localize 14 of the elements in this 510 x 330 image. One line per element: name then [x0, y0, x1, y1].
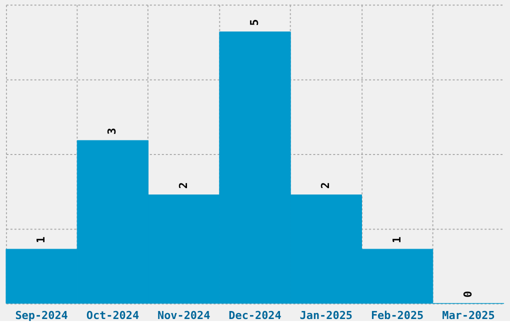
x-tick-label: Dec-2024 [228, 308, 282, 322]
data-label: 1 [390, 236, 404, 244]
x-tick-label: Feb-2025 [370, 308, 424, 322]
data-label: 5 [248, 19, 261, 26]
x-tick-label: Oct-2024 [86, 308, 140, 322]
data-label: 3 [106, 128, 119, 134]
data-label: 2 [176, 182, 190, 189]
data-label: 2 [319, 182, 332, 189]
x-tick-label: Mar-2025 [442, 308, 495, 322]
data-label: 1 [34, 236, 48, 244]
x-tick-label: Sep-2024 [15, 308, 68, 322]
data-label: 0 [461, 290, 474, 298]
x-tick-label: Nov-2024 [158, 308, 211, 322]
x-tick-label: Jan-2025 [300, 308, 352, 322]
